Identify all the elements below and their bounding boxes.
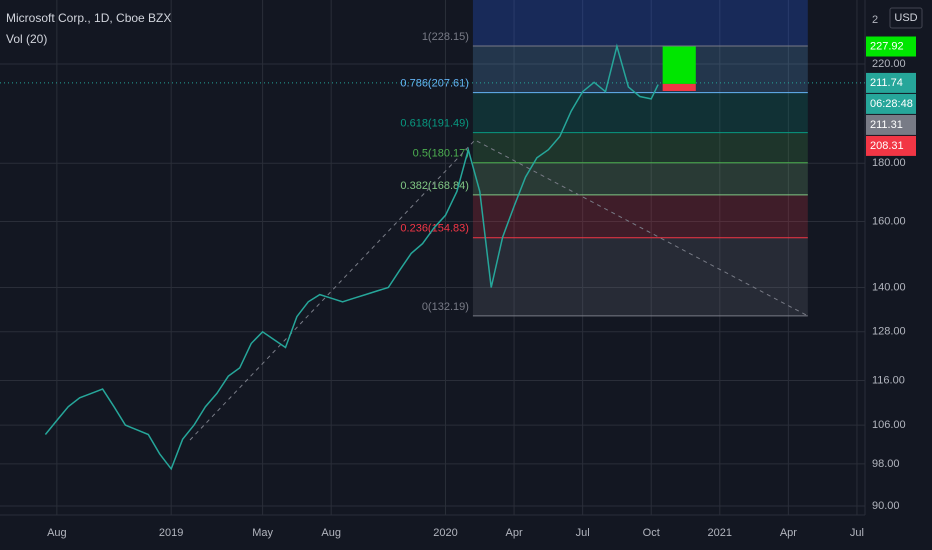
fib-top-zone bbox=[472, 0, 808, 46]
fib-label: 0(132.19) bbox=[422, 301, 469, 313]
time-tick-label: Aug bbox=[321, 527, 341, 539]
fib-label: 0.5(180.17) bbox=[413, 148, 469, 160]
price-tag bbox=[866, 93, 916, 114]
price-tag bbox=[866, 72, 916, 93]
price-tag bbox=[866, 114, 916, 135]
time-tick-label: 2019 bbox=[159, 527, 183, 539]
price-tag bbox=[866, 36, 916, 57]
price-tag-label: 208.31 bbox=[870, 140, 904, 152]
symbol-title: Microsoft Corp., 1D, Cboe BZX bbox=[6, 11, 171, 25]
trend-line bbox=[189, 139, 809, 441]
price-tag bbox=[866, 135, 916, 156]
fib-label: 0.382(168.84) bbox=[400, 180, 469, 192]
fib-zone bbox=[472, 132, 808, 163]
time-tick-label: Jul bbox=[576, 527, 590, 539]
fib-zone bbox=[472, 92, 808, 133]
currency: USD bbox=[894, 12, 917, 24]
time-tick-label: 2020 bbox=[433, 527, 457, 539]
fib-zone bbox=[472, 237, 808, 316]
price-tick-label: 106.00 bbox=[872, 419, 906, 431]
fib-label: 1(228.15) bbox=[422, 31, 469, 43]
price-tag-label: 227.92 bbox=[870, 40, 904, 52]
time-tick-label: Aug bbox=[47, 527, 67, 539]
price-tick-label: 180.00 bbox=[872, 157, 906, 169]
plot: 1(228.15) 0.786(207.61) 0.618(191.49) 0.5(1… bbox=[0, 0, 865, 471]
time-tick-label: May bbox=[252, 527, 273, 539]
fib-zone bbox=[472, 46, 808, 93]
time-tick-label: Oct bbox=[643, 527, 660, 539]
time-tick-label: Jul bbox=[850, 527, 864, 539]
fib-label: 0.618(191.49) bbox=[400, 118, 469, 130]
currency-box[interactable] bbox=[889, 7, 923, 29]
fib-zone bbox=[472, 194, 808, 238]
price-tag-label: 06:28:48 bbox=[870, 98, 913, 110]
price-tag-label: 211.31 bbox=[870, 119, 903, 131]
price-tick-label: 116.00 bbox=[872, 374, 905, 386]
price-tick-label: 140.00 bbox=[872, 281, 906, 293]
position-loss bbox=[662, 83, 696, 91]
position-profit bbox=[662, 46, 696, 84]
time-tick-label: Apr bbox=[505, 527, 522, 539]
price-tag-label: 211.74 bbox=[870, 77, 903, 89]
time-tick-label: 2021 bbox=[708, 527, 732, 539]
price-axis-top-label: 2 bbox=[872, 14, 878, 26]
price-tick-label: 98.00 bbox=[872, 458, 900, 470]
price-tick-label: 160.00 bbox=[872, 215, 906, 227]
indicator-label: Vol (20) bbox=[6, 32, 47, 46]
price-tick-label: 90.00 bbox=[872, 500, 900, 512]
fib-label: 0.236(154.83) bbox=[400, 223, 469, 235]
fib-label: 0.786(207.61) bbox=[400, 78, 469, 90]
axes: 220.00 180.00 160.00 140.00 128.00 116.00 106.… bbox=[47, 36, 916, 539]
grid bbox=[0, 0, 865, 515]
time-tick-label: Apr bbox=[780, 527, 797, 539]
fib-zone bbox=[472, 162, 808, 195]
price-tick-label: 220.00 bbox=[872, 58, 906, 70]
price-tick-label: 128.00 bbox=[872, 326, 906, 338]
price-line bbox=[44, 43, 659, 471]
